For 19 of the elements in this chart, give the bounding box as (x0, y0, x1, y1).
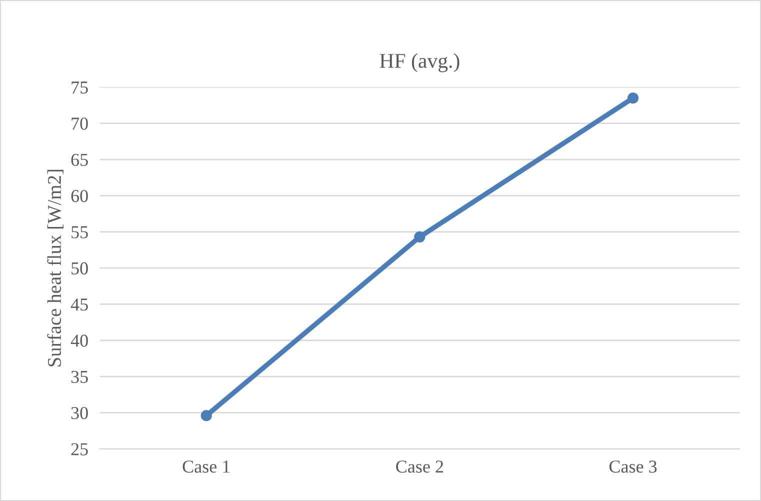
x-tick-label: Case 3 (609, 460, 657, 473)
y-tick-label: 75 (72, 82, 88, 94)
chart-title: HF (avg.) (380, 53, 460, 72)
y-axis-title: Surface heat flux [W/m2] (47, 170, 64, 366)
y-tick-label: 30 (71, 406, 88, 420)
x-tick-label: Case 2 (396, 460, 444, 473)
y-tick-label: 60 (71, 190, 88, 202)
y-tick-label: 45 (70, 298, 88, 311)
y-tick-label: 50 (72, 262, 88, 274)
y-tick-label: 65 (71, 154, 88, 166)
y-tick-label: 40 (70, 334, 88, 347)
y-tick-label: 70 (72, 118, 88, 130)
y-tick-label: 25 (71, 443, 88, 456)
y-tick-label: 55 (72, 226, 88, 238)
x-tick-label: Case 1 (182, 460, 230, 473)
point (627, 92, 639, 104)
y-tick-label: 35 (71, 370, 88, 383)
point (414, 231, 426, 242)
point (200, 410, 212, 422)
